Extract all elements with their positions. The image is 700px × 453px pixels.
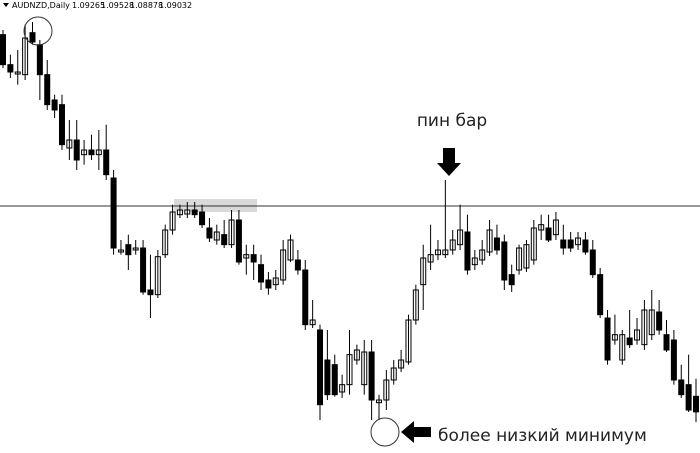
open-value: 1.09265: [72, 1, 105, 10]
arrow-left: [401, 421, 431, 443]
header-icon: [3, 3, 9, 7]
annotation: пин бар: [417, 111, 487, 131]
close-value: 1.09032: [159, 1, 192, 10]
arrow-down: [437, 148, 461, 176]
low-value: 1.08878: [130, 1, 163, 10]
high-value: 1.09528: [101, 1, 134, 10]
highlight-circle: [23, 16, 53, 46]
highlight-circle: [370, 417, 400, 447]
annotation: более низкий минимум: [438, 426, 647, 446]
symbol-label: AUDNZD,Daily: [12, 1, 70, 10]
